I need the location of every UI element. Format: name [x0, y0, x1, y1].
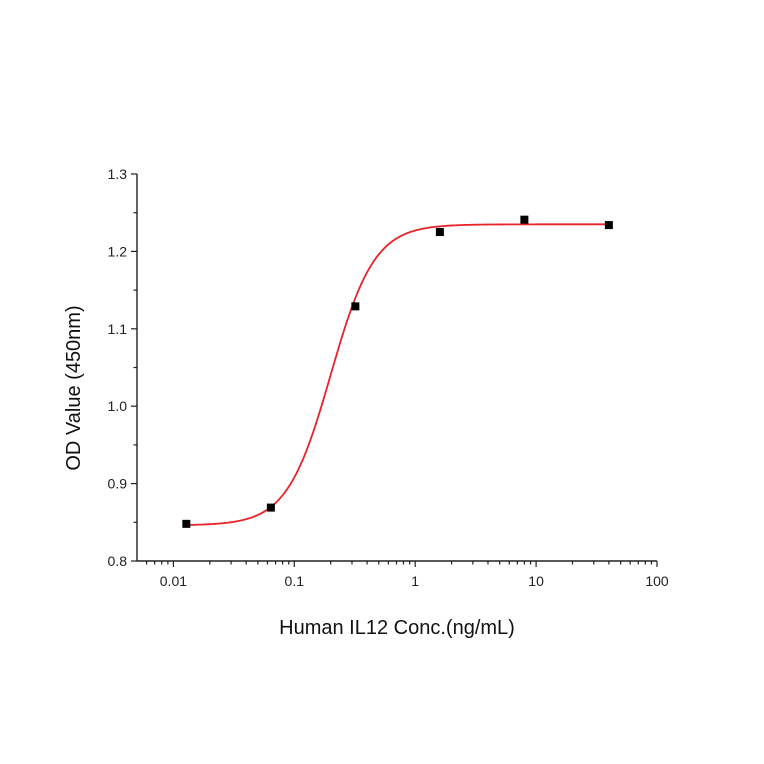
y-tick-label: 1.1	[108, 321, 128, 337]
x-axis-ticks: 0.01 0.1 1 10 100	[145, 561, 669, 589]
data-point	[182, 519, 191, 528]
x-tick-label: 1	[411, 573, 419, 589]
y-tick-label: 1.3	[108, 166, 128, 182]
y-tick-label: 1.2	[108, 243, 128, 259]
y-tick-label: 1.0	[108, 398, 128, 414]
x-tick-label: 0.01	[160, 573, 187, 589]
x-tick-label: 10	[528, 573, 544, 589]
x-axis-title: Human IL12 Conc.(ng/mL)	[279, 617, 515, 639]
data-points	[182, 215, 613, 528]
axes	[136, 174, 657, 562]
y-axis-title: OD Value (450nm)	[63, 305, 85, 470]
fit-curve	[186, 223, 609, 526]
data-point	[604, 221, 613, 230]
data-point	[520, 215, 529, 224]
x-tick-label: 0.1	[285, 573, 305, 589]
y-tick-label: 0.8	[108, 553, 128, 569]
data-point	[435, 228, 444, 237]
x-tick-label: 100	[645, 573, 669, 589]
y-axis-ticks: 0.8 0.9 1.0 1.1 1.2 1.3	[108, 166, 137, 569]
y-tick-label: 0.9	[108, 476, 128, 492]
data-point	[351, 302, 360, 311]
data-point	[266, 503, 275, 512]
